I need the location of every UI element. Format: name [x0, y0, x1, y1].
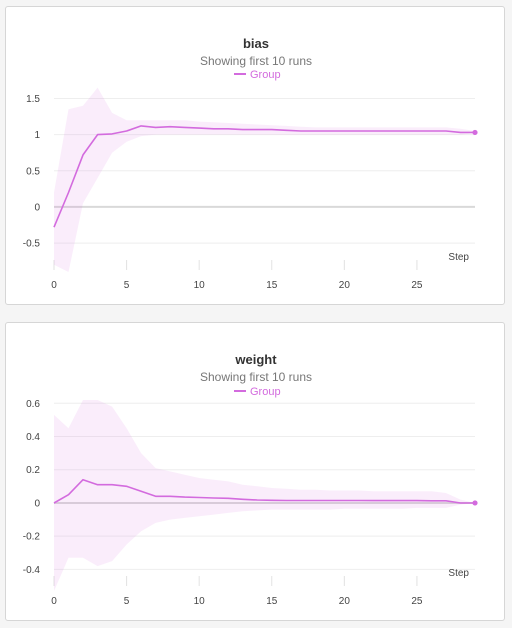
- chart-title: bias: [243, 36, 269, 51]
- legend-entry-group[interactable]: Group: [250, 69, 281, 81]
- x-tick-label: 10: [194, 280, 206, 291]
- series-line: [53, 478, 475, 504]
- x-tick-label: 15: [266, 596, 278, 607]
- x-tick-label: 15: [266, 280, 278, 291]
- last-point-marker: [472, 129, 478, 136]
- y-tick-label: -0.5: [23, 239, 41, 250]
- bias-chart-panel: bias Showing first 10 runs Group Step -0…: [5, 6, 505, 305]
- x-tick-label: 25: [411, 596, 423, 607]
- x-tick-label: 20: [339, 280, 351, 291]
- x-tick-label: 25: [411, 280, 423, 291]
- y-tick-label: 0.5: [26, 166, 40, 177]
- x-tick-label: 5: [124, 596, 130, 607]
- chart-subtitle: Showing first 10 runs: [200, 54, 312, 68]
- x-axis-label: Step: [448, 252, 469, 263]
- y-tick-label: 1.5: [26, 94, 40, 105]
- last-point-marker: [472, 500, 478, 506]
- series-line: [53, 125, 475, 228]
- x-tick-label: 10: [194, 596, 206, 607]
- grid: [53, 402, 475, 586]
- y-tick-label: 0: [34, 498, 40, 509]
- y-tick-label: -0.2: [23, 532, 41, 543]
- x-tick-label: 20: [339, 596, 351, 607]
- y-tick-label: -0.4: [23, 565, 41, 576]
- y-tick-label: 0.6: [26, 399, 40, 410]
- chart-title: weight: [234, 352, 277, 367]
- chart-subtitle: Showing first 10 runs: [200, 370, 312, 384]
- x-tick-label: 0: [51, 596, 57, 607]
- x-tick-label: 5: [124, 280, 130, 291]
- y-tick-label: 0.4: [26, 432, 40, 443]
- y-tick-label: 1: [34, 130, 40, 141]
- y-tick-label: 0: [34, 202, 40, 213]
- series-range-band: [54, 400, 475, 591]
- x-tick-label: 0: [51, 280, 57, 291]
- weight-chart: weight Showing first 10 runs Group Step …: [23, 352, 478, 607]
- bias-chart: bias Showing first 10 runs Group Step -0…: [23, 36, 478, 291]
- legend-entry-group[interactable]: Group: [250, 386, 281, 398]
- weight-chart-panel: weight Showing first 10 runs Group Step …: [5, 322, 505, 621]
- series-range-band: [54, 87, 475, 272]
- x-axis-label: Step: [448, 568, 469, 579]
- grid: [53, 97, 475, 270]
- y-tick-label: 0.2: [26, 465, 40, 476]
